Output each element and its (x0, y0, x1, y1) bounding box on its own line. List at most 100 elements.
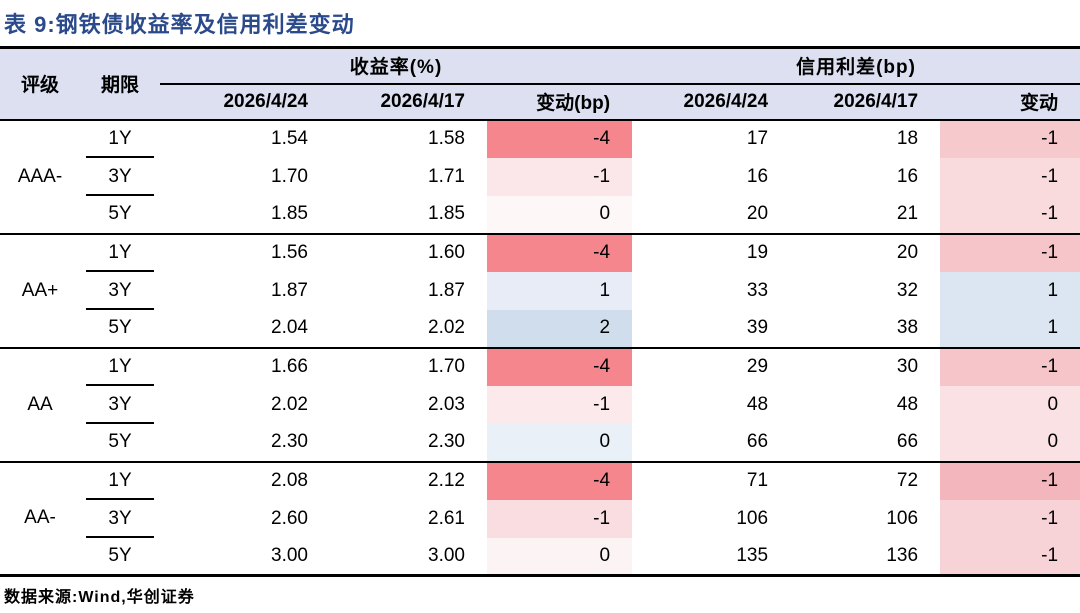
spread-cell: 66 (896, 431, 919, 452)
spread-cell: 135 (736, 544, 769, 566)
spread-cell: 71 (746, 470, 769, 491)
yield-cell: 3.00 (271, 544, 308, 566)
table-row: AA- 1Y 2.08 2.12 -4 71 72 -1 (0, 461, 1080, 528)
spread-cell: 106 (736, 507, 769, 529)
col-header-spread-date2: 2026/4/17 (790, 83, 941, 121)
yield-cell: 1.85 (271, 203, 308, 224)
table-row: 3Y 1.87 1.87 1 33 32 1 (0, 271, 1080, 310)
header-date-row: 2026/4/24 2026/4/17 变动(bp) 2026/4/24 202… (0, 83, 1080, 121)
rating-group-AA-minus: AA- 1Y 2.08 2.12 -4 71 72 -1 3Y 2.60 2.6… (0, 461, 1080, 576)
term-cell: 3Y (80, 385, 160, 424)
spread-change-cell: 1 (940, 271, 1080, 310)
spread-cell: 39 (746, 317, 769, 338)
spread-cell: 21 (896, 203, 919, 224)
yield-cell: 1.85 (428, 203, 465, 224)
term-cell: 5Y (108, 203, 132, 224)
table-row: 5Y 1.85 1.85 0 20 21 -1 (0, 195, 1080, 234)
rating-group-AAA-minus: AAA- 1Y 1.54 1.58 -4 17 18 -1 3Y 1.70 1.… (0, 119, 1080, 234)
yield-change-cell: 0 (487, 423, 633, 462)
table-row: 3Y 1.70 1.71 -1 16 16 -1 (0, 157, 1080, 196)
table-row: 3Y 2.02 2.03 -1 48 48 0 (0, 385, 1080, 424)
yield-change-cell: -4 (487, 461, 633, 500)
col-header-yield-change: 变动(bp) (487, 83, 633, 121)
spread-change-cell: -1 (940, 347, 1080, 386)
yield-cell: 1.54 (271, 128, 308, 149)
yield-change-cell: 0 (487, 537, 633, 576)
bond-yield-spread-table: 评级 期限 收益率(%) 信用利差(bp) 2026/4/24 2026/4/1… (0, 46, 1080, 577)
yield-cell: 1.66 (271, 356, 308, 377)
spread-cell: 48 (746, 393, 769, 415)
term-cell: 5Y (108, 431, 132, 452)
yield-cell: 1.71 (428, 165, 465, 187)
col-header-spread-date1: 2026/4/24 (632, 83, 791, 121)
yield-cell: 1.60 (428, 242, 465, 263)
yield-cell: 2.02 (271, 393, 308, 415)
yield-cell: 3.00 (428, 544, 465, 566)
yield-change-cell: -1 (487, 499, 633, 538)
spread-change-cell: -1 (940, 461, 1080, 500)
yield-cell: 1.70 (271, 165, 308, 187)
term-cell: 3Y (80, 499, 160, 538)
yield-change-cell: -4 (487, 233, 633, 272)
term-cell: 5Y (108, 544, 132, 566)
yield-cell: 1.70 (428, 356, 465, 377)
spread-change-cell: 0 (940, 423, 1080, 462)
spread-cell: 29 (746, 356, 769, 377)
data-source-note: 数据来源:Wind,华创证券 (4, 589, 195, 606)
term-cell: 1Y (80, 461, 160, 500)
col-header-rating: 评级 (0, 47, 80, 121)
spread-change-cell: 1 (940, 309, 1080, 348)
yield-change-cell: 0 (487, 195, 633, 234)
spread-cell: 18 (896, 128, 919, 149)
table-header: 评级 期限 收益率(%) 信用利差(bp) 2026/4/24 2026/4/1… (0, 47, 1080, 121)
yield-cell: 1.87 (271, 279, 308, 301)
page-title: 表 9:钢铁债收益率及信用利差变动 (4, 12, 355, 37)
col-header-yield-date2: 2026/4/17 (330, 83, 487, 121)
table-row: AA 1Y 1.66 1.70 -4 29 30 -1 (0, 347, 1080, 415)
table-row: 3Y 2.60 2.61 -1 106 106 -1 (0, 499, 1080, 538)
spread-cell: 136 (886, 544, 919, 566)
rating-cell: AA (27, 393, 53, 415)
term-cell: 1Y (80, 347, 160, 386)
spread-change-cell: -1 (940, 119, 1080, 158)
spread-change-cell: -1 (940, 499, 1080, 538)
yield-cell: 1.58 (428, 128, 465, 149)
table-row: 5Y 2.30 2.30 0 66 66 0 (0, 423, 1080, 462)
spread-change-cell: 0 (940, 385, 1080, 424)
yield-cell: 1.87 (428, 279, 465, 301)
yield-cell: 2.08 (271, 470, 308, 491)
yield-change-cell: -1 (487, 157, 633, 196)
yield-cell: 1.56 (271, 242, 308, 263)
yield-cell: 2.60 (271, 507, 308, 529)
spread-change-cell: -1 (940, 233, 1080, 272)
col-header-term: 期限 (80, 47, 160, 121)
term-cell: 5Y (108, 317, 132, 338)
yield-cell: 2.61 (428, 507, 465, 529)
yield-cell: 2.02 (428, 317, 465, 338)
spread-cell: 38 (896, 317, 919, 338)
yield-cell: 2.03 (428, 393, 465, 415)
col-group-spread: 信用利差(bp) (632, 47, 1080, 85)
table-row: 5Y 3.00 3.00 0 135 136 -1 (0, 537, 1080, 576)
spread-cell: 66 (746, 431, 769, 452)
yield-change-cell: 2 (487, 309, 633, 348)
spread-cell: 32 (896, 279, 919, 301)
yield-change-cell: -1 (487, 385, 633, 424)
spread-cell: 106 (886, 507, 919, 529)
term-cell: 3Y (80, 271, 160, 310)
rating-group-AA-plus: AA+ 1Y 1.56 1.60 -4 19 20 -1 3Y 1.87 1.8… (0, 233, 1080, 348)
spread-cell: 72 (896, 470, 919, 491)
yield-cell: 2.30 (428, 431, 465, 452)
rating-cell: AA- (24, 507, 56, 529)
col-header-spread-change: 变动 (940, 83, 1080, 121)
yield-cell: 2.04 (271, 317, 308, 338)
yield-change-cell: 1 (487, 271, 633, 310)
spread-cell: 33 (746, 279, 769, 301)
col-group-yield: 收益率(%) (160, 47, 633, 85)
spread-cell: 17 (746, 128, 769, 149)
spread-cell: 20 (896, 242, 919, 263)
table-row: AAA- 1Y 1.54 1.58 -4 17 18 -1 (0, 119, 1080, 187)
yield-cell: 2.30 (271, 431, 308, 452)
spread-cell: 30 (896, 356, 919, 377)
spread-cell: 19 (746, 242, 769, 263)
